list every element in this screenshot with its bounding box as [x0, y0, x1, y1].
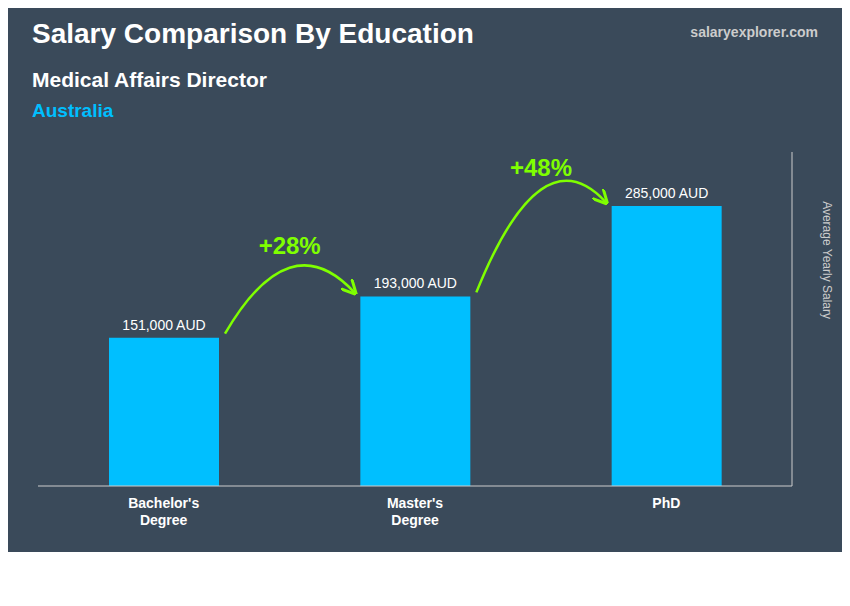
svg-text:Master'sDegree: Master'sDegree [387, 495, 443, 528]
html-text:Medical Affairs Director: Medical Affairs Director [32, 68, 267, 91]
svg-text:PhD: PhD [652, 495, 680, 511]
svg-text:285,000 AUD: 285,000 AUD [625, 185, 708, 201]
html-text:salaryexplorer.com: salaryexplorer.com [690, 24, 818, 40]
svg-text:+48%: +48% [510, 154, 572, 181]
svg-text:Bachelor'sDegree: Bachelor'sDegree [128, 495, 199, 528]
html-text:Salary Comparison By Education: Salary Comparison By Education [32, 18, 474, 49]
svg-text:Average Yearly Salary: Average Yearly Salary [820, 201, 834, 319]
svg-text:+28%: +28% [259, 232, 321, 259]
svg-text:193,000 AUD: 193,000 AUD [374, 275, 457, 291]
html-text:Australia: Australia [32, 100, 114, 121]
svg-text:151,000 AUD: 151,000 AUD [122, 317, 205, 333]
